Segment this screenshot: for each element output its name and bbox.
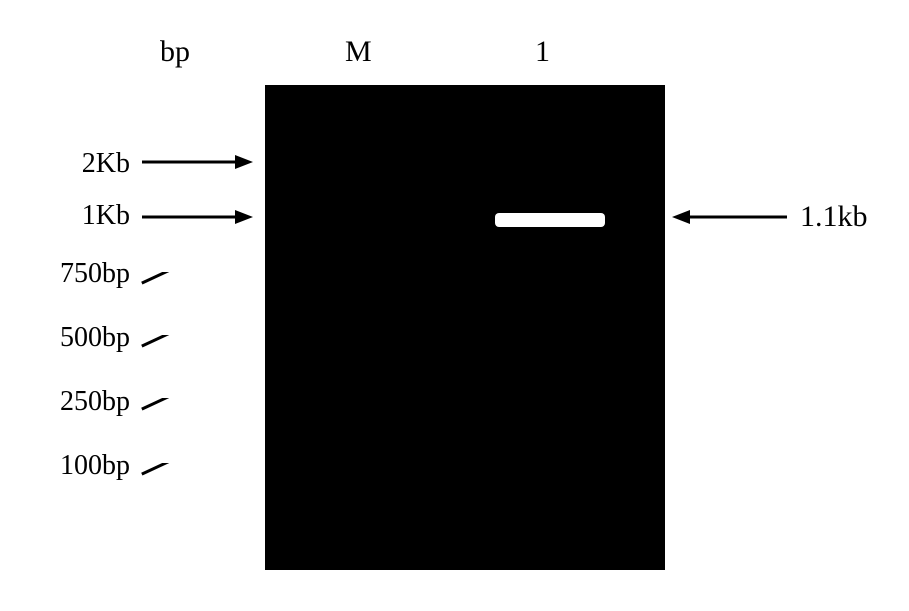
result-band-label: 1.1kb — [800, 200, 868, 234]
ladder-label: 500bp — [30, 322, 130, 354]
gel-image — [265, 85, 665, 570]
ladder-label: 250bp — [30, 386, 130, 418]
ladder-arrow-icon — [140, 335, 255, 359]
ladder-label: 2Kb — [30, 148, 130, 180]
result-arrow — [672, 207, 792, 227]
ladder-arrow-icon — [140, 463, 255, 487]
ladder-arrow-icon — [140, 150, 255, 174]
marker-lane-header: M — [345, 35, 372, 69]
bp-column-header: bp — [160, 35, 190, 69]
sample-band — [495, 213, 605, 227]
ladder-label: 1Kb — [30, 200, 130, 232]
gel-electrophoresis-figure: bp M 1 2Kb 1Kb 750bp 500bp 250bp 100bp 1.1kb — [0, 0, 909, 611]
ladder-arrow-icon — [140, 205, 255, 229]
ladder-arrow-icon — [140, 398, 255, 422]
lane-1-header: 1 — [535, 35, 550, 69]
ladder-label: 750bp — [30, 258, 130, 290]
ladder-label: 100bp — [30, 450, 130, 482]
ladder-arrow-icon — [140, 272, 255, 296]
